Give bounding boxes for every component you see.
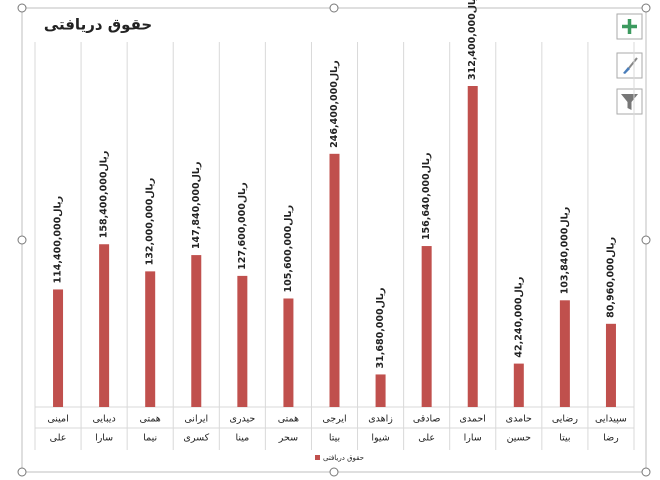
x-tick-label: سارا: [95, 433, 113, 444]
data-label: 132,000,000ریال: [145, 178, 156, 266]
x-tick-label: علی: [418, 433, 435, 444]
x-tick-label: حسین: [507, 433, 532, 444]
plus-icon: [622, 19, 637, 34]
chart-styles-button[interactable]: [616, 52, 643, 79]
bar: [513, 363, 524, 407]
bar: [375, 374, 386, 407]
x-tick-label: سحر: [278, 433, 298, 444]
handle[interactable]: [329, 467, 339, 477]
brush-icon: [623, 67, 630, 74]
data-label: 127,600,000ریال: [237, 182, 248, 270]
x-tick-label: بیتا: [559, 433, 570, 444]
bar: [559, 300, 570, 407]
data-label: 80,960,000ریال: [605, 237, 616, 318]
chart-filters-button[interactable]: [616, 88, 643, 115]
data-label: 105,600,000ریال: [283, 205, 294, 293]
data-label: 42,240,000ریال: [513, 277, 524, 358]
x-tick-label: حامدی: [506, 414, 532, 425]
x-tick-label: بیتا: [329, 433, 340, 444]
data-label: 158,400,000ریال: [99, 151, 110, 239]
handle[interactable]: [17, 467, 27, 477]
x-tick-label: سارا: [464, 433, 482, 444]
legend-label: حقوق دریافتی: [323, 454, 364, 462]
x-tick-label: کسری: [183, 433, 209, 444]
x-tick-label: مینا: [235, 433, 249, 444]
data-label: 31,680,000ریال: [375, 287, 386, 368]
selection-handles: [17, 3, 651, 477]
chart-buttons: [616, 13, 643, 115]
bar: [191, 255, 202, 407]
x-tick-label: ایرجی: [322, 414, 346, 425]
x-tick-label: حیدری: [229, 414, 255, 425]
data-label: 312,400,000ریال: [467, 0, 478, 80]
x-tick-label: نیما: [143, 433, 157, 444]
x-tick-label: همتی: [140, 414, 161, 425]
handle[interactable]: [641, 467, 651, 477]
x-tick-label: امینی: [47, 414, 68, 425]
brush-handle: [628, 57, 638, 69]
x-tick-label: زاهدی: [368, 414, 393, 425]
handle[interactable]: [641, 235, 651, 245]
x-tick-label: احمدی: [460, 414, 486, 425]
bar: [283, 298, 294, 407]
legend-swatch: [315, 455, 320, 460]
bar: [145, 271, 156, 407]
bar: [605, 323, 616, 407]
data-label: 114,400,000ریال: [53, 196, 64, 284]
x-tick-label: رضایی: [552, 414, 579, 425]
x-tick-label: دیبایی: [93, 414, 116, 425]
data-label: 246,400,000ریال: [329, 60, 340, 148]
handle[interactable]: [641, 3, 651, 13]
data-label: 147,840,000ریال: [191, 162, 202, 250]
handle[interactable]: [329, 3, 339, 13]
bar: [467, 86, 478, 407]
handle[interactable]: [17, 235, 27, 245]
data-label: 103,840,000ریال: [559, 207, 570, 295]
data-label: 156,640,000ریال: [421, 152, 432, 240]
bar: [421, 246, 432, 407]
handle[interactable]: [17, 3, 27, 13]
bar: [53, 289, 64, 407]
bar: [237, 275, 248, 407]
chart-title: حقوق دریافتی: [44, 16, 152, 34]
x-tick-label: صادقی: [413, 414, 441, 425]
x-tick-label: شیوا: [371, 433, 389, 444]
x-tick-label: رضا: [603, 433, 619, 444]
x-tick-label: همتی: [278, 414, 299, 425]
x-tick-label: علی: [50, 433, 67, 444]
bar: [99, 244, 110, 407]
x-tick-label: سپیدایی: [595, 414, 627, 425]
x-tick-label: ایرانی: [184, 414, 208, 425]
bar: [329, 153, 340, 407]
